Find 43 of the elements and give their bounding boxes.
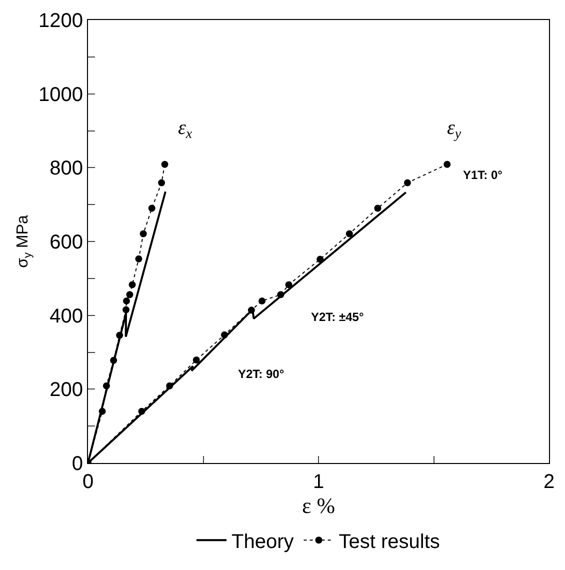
point (148, 204, 156, 212)
y-tick-label: 0 (72, 453, 83, 475)
point (444, 160, 451, 168)
annotation: ε$_{x}$ (178, 117, 193, 142)
point (192, 356, 200, 364)
point (98, 408, 106, 415)
point (248, 306, 255, 314)
legend-label: Test results (338, 530, 440, 553)
point (158, 179, 166, 186)
point (110, 356, 118, 364)
annotation: Y1T: 0° (463, 168, 503, 182)
point (135, 255, 142, 262)
annotation: Y2T: 90° (238, 367, 284, 381)
point (122, 297, 130, 304)
y-tick-label: 1000 (38, 84, 83, 106)
point (166, 382, 174, 390)
point (122, 306, 130, 314)
x-tick-label: 2 (543, 471, 555, 493)
point (138, 408, 146, 415)
point (102, 382, 110, 390)
legend-label: Theory (232, 530, 294, 553)
annotation: ε$_{y}$ (447, 117, 462, 142)
y-tick-label: 600 (50, 232, 83, 254)
point (374, 204, 382, 212)
point (128, 281, 136, 288)
point (346, 230, 353, 238)
point (161, 160, 168, 168)
y-tick-label: 800 (50, 158, 83, 180)
point (316, 256, 324, 263)
x-tick-label: 1 (312, 471, 324, 493)
point (140, 230, 147, 238)
point (126, 291, 134, 298)
point (285, 281, 292, 288)
y-tick-label: 200 (50, 379, 83, 402)
annotation: Y2T: ±45° (311, 310, 364, 324)
y-tick-label: 400 (50, 305, 83, 328)
x-axis-title: ε % (302, 493, 336, 518)
point (404, 179, 411, 186)
point (220, 331, 228, 338)
point (116, 332, 124, 339)
point (258, 297, 266, 304)
y-tick-label: 1200 (38, 10, 83, 32)
point (277, 291, 284, 298)
